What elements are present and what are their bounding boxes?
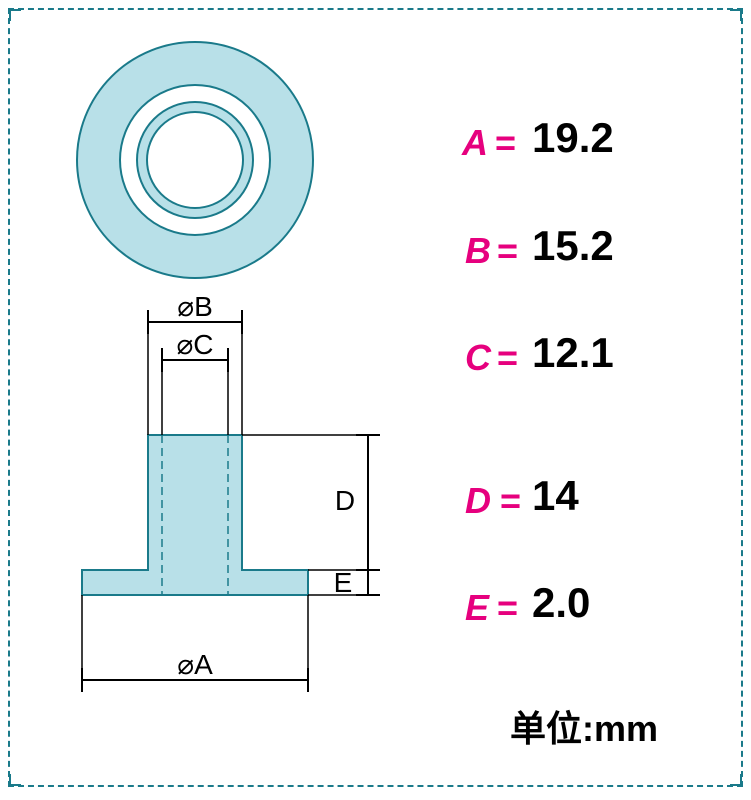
svg-text:⌀C: ⌀C bbox=[176, 329, 213, 360]
dim-A-equals: = bbox=[495, 122, 516, 164]
dim-C-equals: = bbox=[497, 337, 518, 379]
dim-B-equals: = bbox=[497, 230, 518, 272]
dim-B-letter: B bbox=[465, 230, 491, 272]
dim-E-equals: = bbox=[497, 587, 518, 629]
dim-C-value: 12.1 bbox=[532, 329, 614, 377]
svg-text:D: D bbox=[335, 485, 355, 516]
dim-D-equals: = bbox=[500, 480, 521, 522]
dim-D-letter: D bbox=[465, 480, 491, 522]
unit-label: 单位:mm bbox=[510, 700, 658, 752]
dim-B-value: 15.2 bbox=[532, 222, 614, 270]
drawing-svg: ⌀B ⌀C D E ⌀A bbox=[0, 0, 430, 795]
svg-text:⌀B: ⌀B bbox=[177, 291, 213, 322]
technical-drawing: ⌀B ⌀C D E ⌀A bbox=[0, 0, 430, 795]
dim-C-letter: C bbox=[465, 337, 491, 379]
dim-A-value: 19.2 bbox=[532, 114, 614, 162]
dim-E-letter: E bbox=[465, 587, 489, 629]
dim-D-value: 14 bbox=[532, 472, 579, 520]
svg-text:⌀A: ⌀A bbox=[177, 649, 213, 680]
svg-text:E: E bbox=[334, 567, 353, 598]
dim-E-value: 2.0 bbox=[532, 579, 590, 627]
corner-tick bbox=[730, 9, 742, 11]
dim-A-letter: A bbox=[462, 122, 488, 164]
corner-tick bbox=[730, 784, 742, 786]
